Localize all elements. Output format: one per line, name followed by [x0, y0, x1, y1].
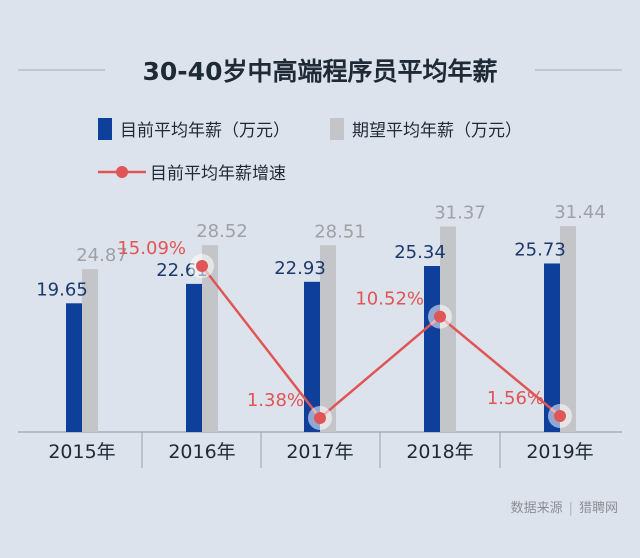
data-label-growth-rate: 15.09% [117, 238, 186, 259]
data-label-expected-salary: 31.44 [554, 202, 606, 223]
legend-item-current: 目前平均年薪（万元） [98, 118, 290, 141]
data-label-expected-salary: 24.87 [76, 245, 128, 266]
data-label-expected-salary: 28.52 [196, 221, 248, 242]
x-tick-label: 2018年 [406, 441, 473, 463]
data-label-current-salary: 25.73 [514, 239, 566, 260]
data-label-growth-rate: 1.38% [247, 390, 304, 411]
bar-expected-salary [82, 269, 98, 432]
source-note: 数据来源 | 猎聘网 [511, 497, 618, 516]
legend-swatch-current [98, 118, 112, 140]
bar-current-salary [304, 281, 320, 432]
chart-title: 30-40岁中高端程序员平均年薪 [143, 57, 498, 86]
bar-expected-salary [440, 226, 456, 432]
source-label: 数据来源 [510, 501, 563, 516]
legend-item-expected: 期望平均年薪（万元） [330, 118, 522, 141]
growth-point [314, 412, 326, 424]
x-tick-label: 2015年 [48, 441, 115, 463]
data-label-expected-salary: 28.51 [314, 221, 366, 242]
growth-rate-line [201, 265, 561, 420]
legend-label-expected: 期望平均年薪（万元） [352, 121, 522, 141]
source-name: 猎聘网 [578, 501, 618, 516]
growth-point [434, 310, 446, 323]
bar-expected-salary [202, 245, 218, 432]
bar-expected-salary [560, 226, 576, 432]
bar-current-salary [424, 266, 440, 432]
bar-current-salary [186, 283, 202, 432]
data-label-current-salary: 25.34 [394, 242, 446, 263]
data-label-growth-rate: 10.52% [355, 289, 424, 310]
bar-expected-salary [320, 245, 336, 432]
data-label-current-salary: 22.93 [274, 258, 326, 279]
plot-area: 2015年 2016年 2017年 2018年 2019年19.6524.8722.61… [18, 202, 622, 468]
x-tick-label: 2016年 [168, 441, 235, 463]
data-label-growth-rate: 1.56% [487, 388, 544, 409]
legend-item-growth: 目前平均年薪增速 [98, 164, 286, 184]
data-label-expected-salary: 31.37 [434, 203, 486, 224]
legend-label-current: 目前平均年薪（万元） [120, 121, 290, 141]
bar-current-salary [544, 263, 560, 432]
legend-label-growth: 目前平均年薪增速 [150, 164, 286, 184]
legend-swatch-expected [330, 118, 344, 140]
growth-point [554, 410, 566, 423]
bar-current-salary [66, 303, 82, 432]
data-label-current-salary: 19.65 [36, 279, 88, 300]
x-tick-label: 2019年 [526, 441, 593, 463]
legend-marker-growth [116, 166, 128, 178]
legend: 目前平均年薪（万元） 期望平均年薪（万元） 目前平均年薪增速 [98, 118, 522, 184]
x-tick-label: 2017年 [286, 441, 353, 463]
source-separator: | [568, 501, 573, 516]
growth-point [196, 260, 208, 272]
